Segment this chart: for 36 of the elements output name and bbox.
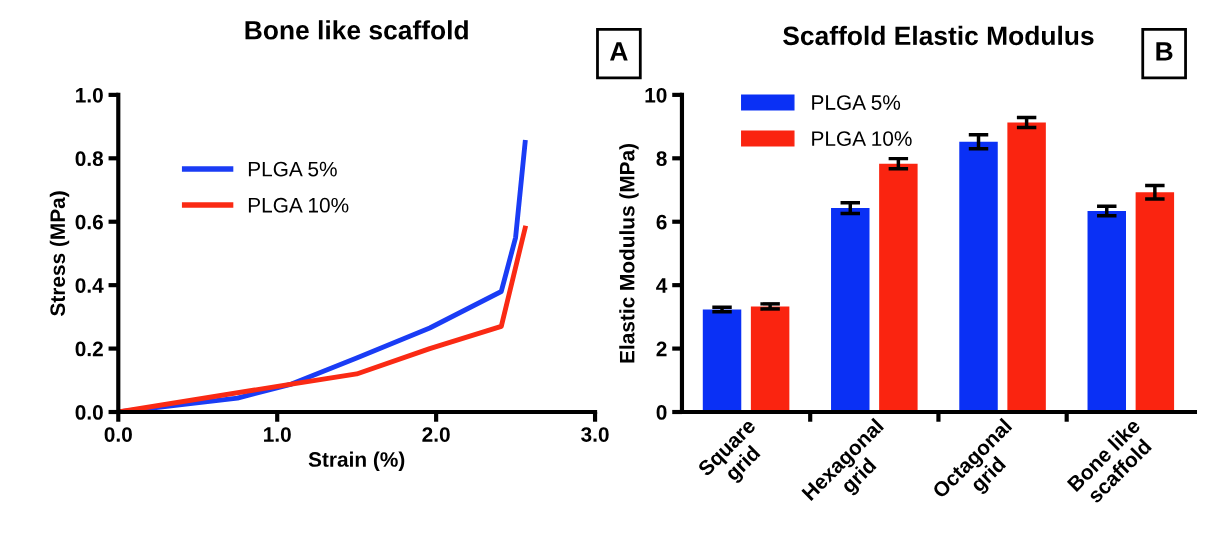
bar xyxy=(702,309,742,413)
bar xyxy=(1007,122,1046,413)
x-tick-label: 1.0 xyxy=(264,427,291,442)
bar xyxy=(831,208,870,413)
y-tick-label: 0.8 xyxy=(75,151,104,167)
y-tick-label: 2 xyxy=(656,341,667,357)
legend-label: PLGA 10% xyxy=(248,197,349,213)
x-tick-label: 3.0 xyxy=(581,427,609,442)
y-tick-label: 0.4 xyxy=(75,278,104,293)
text: B xyxy=(1156,42,1173,61)
chart-title: Scaffold Elastic Modulus xyxy=(783,25,1094,46)
text: A xyxy=(610,42,628,61)
line-series xyxy=(118,225,528,413)
legend-label: PLGA 5% xyxy=(248,161,337,177)
y-tick-label: 6 xyxy=(656,214,667,230)
y-axis-title: Stress (MPa) xyxy=(49,191,70,316)
bar xyxy=(750,306,790,413)
y-tick-label: 0.6 xyxy=(75,214,103,230)
bar xyxy=(959,141,998,413)
legend-label: PLGA 10% xyxy=(812,131,912,146)
y-tick-label: 0.0 xyxy=(75,405,103,420)
y-tick-label: 10 xyxy=(645,87,667,103)
chart-title: Bone like scaffold xyxy=(245,20,468,40)
x-tick-label: 2.0 xyxy=(422,427,450,442)
x-tick-label: 0.0 xyxy=(104,427,132,442)
x-axis-title: Strain (%) xyxy=(308,451,405,471)
y-tick-label: 0 xyxy=(656,405,667,420)
y-tick-label: 1.0 xyxy=(76,87,103,103)
y-tick-label: 4 xyxy=(656,278,668,293)
bar xyxy=(1135,192,1175,413)
legend-label: PLGA 5% xyxy=(812,95,901,110)
y-tick-label: 0.2 xyxy=(75,341,103,357)
y-axis-title: Elastic Modulus (MPa) xyxy=(619,143,639,363)
y-tick-label: 8 xyxy=(656,151,667,167)
bar xyxy=(1087,210,1126,413)
bar xyxy=(879,163,918,413)
